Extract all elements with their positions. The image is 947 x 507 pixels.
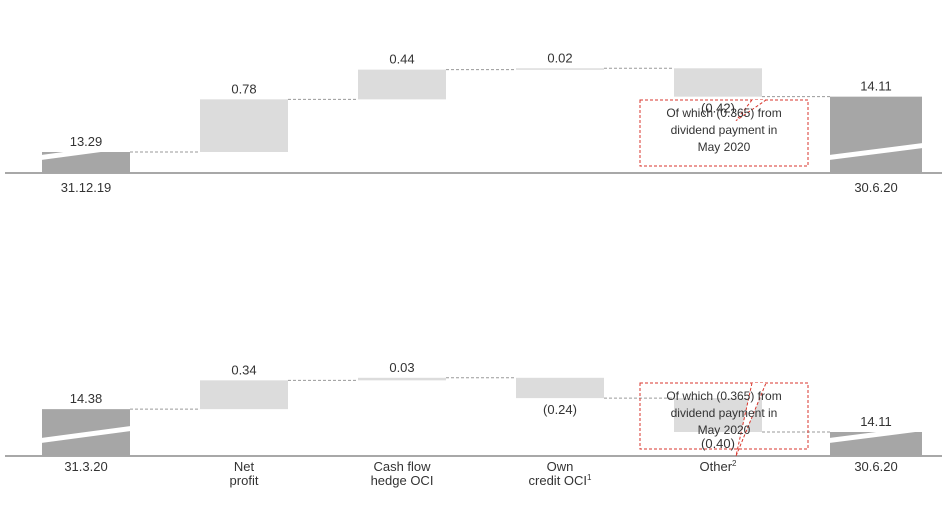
chart2-category-label-4: credit OCI1: [529, 473, 593, 488]
chart1-value-label-2: 0.78: [231, 81, 256, 96]
chart1-bar-2: [200, 99, 288, 152]
chart1-bar-4: [516, 68, 604, 70]
chart2-value-label-3: 0.03: [389, 360, 414, 375]
chart1-value-label-6: 14.11: [860, 79, 892, 94]
chart1-value-label-3: 0.44: [389, 52, 414, 67]
chart1-bar-1: [42, 152, 130, 173]
chart1-bar-3: [358, 69, 446, 100]
chart2-axis-break-1: [41, 426, 131, 443]
chart1-value-label-4: 0.02: [547, 50, 572, 65]
chart2-category-label-4: Own: [547, 459, 574, 474]
chart1-axis-break-6: [829, 143, 923, 160]
chart2-annotation-text: Of which (0.365) from: [666, 389, 781, 403]
chart1-value-label-5: (0.42): [701, 101, 735, 116]
chart2-annotation-text: dividend payment in: [671, 406, 778, 420]
chart1-axis-break-1: [41, 143, 131, 160]
chart1-bar-5: [674, 68, 762, 97]
chart1-value-label-1: 13.29: [70, 134, 103, 149]
chart1-category-label-6: 30.6.20: [854, 180, 897, 195]
chart2-annotation-pointer: [735, 382, 767, 457]
chart2-bar-3: [358, 377, 446, 381]
chart2-value-label-1: 14.38: [70, 391, 103, 406]
chart1-annotation-pointer: [735, 99, 767, 122]
chart1-annotation-text: May 2020: [698, 140, 751, 154]
chart2-category-label-2: profit: [230, 473, 259, 488]
chart2-axis-break-6: [829, 426, 923, 443]
chart2-bar-4: [516, 377, 604, 399]
chart2-value-label-6: 14.11: [860, 414, 892, 429]
chart2-value-label-2: 0.34: [231, 362, 256, 377]
chart2-category-label-2: Net: [234, 459, 255, 474]
chart2-annotation-box: [639, 382, 809, 450]
chart1-annotation-box: [639, 99, 809, 167]
chart1-annotation-text: dividend payment in: [671, 123, 778, 137]
chart2-category-label-1: 31.3.20: [64, 459, 107, 474]
chart2-category-label-3: Cash flow: [373, 459, 431, 474]
chart2-category-footnote-4: 1: [587, 473, 592, 482]
chart2-value-label-4: (0.24): [543, 402, 577, 417]
chart1-annotation-text: Of which (0.365) from: [666, 106, 781, 120]
chart2-category-footnote-5: 2: [732, 459, 737, 468]
chart2-value-label-5: (0.40): [701, 436, 735, 451]
chart2-category-label-6: 30.6.20: [854, 459, 897, 474]
chart2-category-label-3: hedge OCI: [371, 473, 434, 488]
chart1-bar-6: [830, 96, 922, 173]
chart1-category-label-1: 31.12.19: [61, 180, 112, 195]
chart2-category-label-5: Other2: [700, 459, 738, 474]
chart2-bar-2: [200, 380, 288, 410]
chart2-annotation-text: May 2020: [698, 423, 751, 437]
